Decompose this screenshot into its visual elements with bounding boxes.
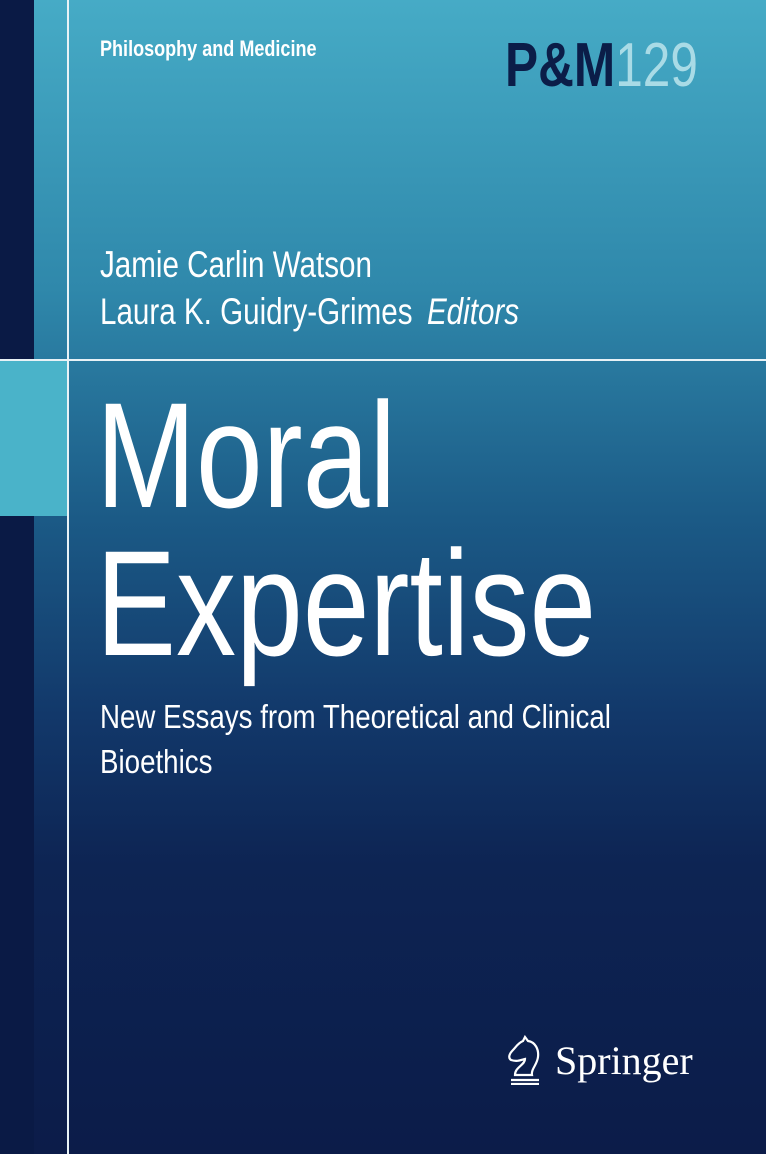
springer-horse-icon: [508, 1035, 540, 1085]
horizontal-rule: [0, 359, 766, 361]
editor-2-line: Laura K. Guidry-Grimes Editors: [100, 291, 519, 333]
vertical-rule: [67, 0, 69, 1154]
editor-1: Jamie Carlin Watson: [100, 244, 372, 285]
publisher-logo: Springer: [505, 1035, 693, 1085]
series-name: Philosophy and Medicine: [100, 36, 317, 61]
volume-prefix: P&M: [505, 31, 616, 100]
accent-block: [0, 361, 67, 516]
publisher-name: Springer: [555, 1037, 693, 1083]
subtitle-line-1: New Essays from Theoretical and Clinical: [100, 698, 611, 735]
editors-label: Editors: [426, 291, 520, 332]
volume-digits: 129: [615, 31, 698, 100]
subtitle-line-2: Bioethics: [100, 743, 213, 780]
left-spine-strip: [0, 0, 34, 1154]
volume-number: P&M129: [505, 30, 698, 101]
editor-2: Laura K. Guidry-Grimes: [100, 291, 413, 332]
title-line-2: Expertise: [96, 519, 597, 687]
title-line-1: Moral: [96, 371, 397, 539]
